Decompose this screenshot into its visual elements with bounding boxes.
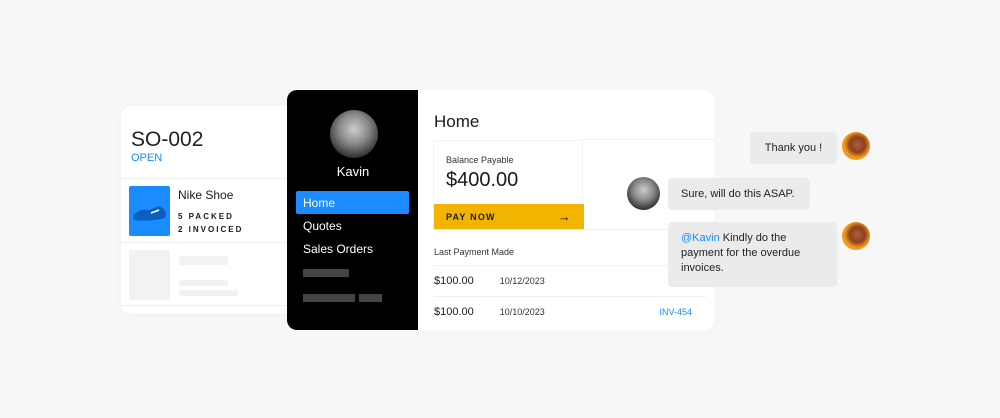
user-name: Kavin	[336, 164, 370, 179]
invoice-link[interactable]: INV-454	[659, 306, 692, 317]
divider	[121, 305, 311, 306]
mention-link[interactable]: @Kavin	[681, 232, 720, 244]
divider	[121, 178, 311, 179]
chat-message: @Kavin Kindly do the payment for the ove…	[668, 222, 837, 287]
sidebar-item-quotes[interactable]: Quotes	[303, 219, 342, 233]
avatar	[627, 177, 660, 210]
chat-message: Thank you !	[750, 132, 837, 164]
last-payment-label: Last Payment Made	[434, 247, 515, 257]
divider	[583, 139, 714, 140]
order-id: SO-002	[131, 128, 204, 151]
balance-card: Balance Payable $400.00 PAY NOW →	[433, 140, 584, 230]
placeholder-bar	[303, 294, 355, 302]
balance-value: $400.00	[446, 169, 519, 191]
placeholder-line	[179, 256, 228, 265]
divider	[121, 242, 311, 243]
pay-now-button[interactable]: PAY NOW →	[434, 204, 584, 229]
shoe-image	[129, 186, 170, 236]
placeholder-bar	[359, 294, 382, 302]
avatar	[330, 110, 378, 158]
item-name: Nike Shoe	[178, 188, 234, 202]
message-text: Kindly do the payment for the overdue in…	[681, 232, 801, 274]
placeholder-line	[179, 280, 228, 286]
table-row[interactable]: $100.00 10/10/2023 INV-454	[434, 296, 706, 326]
arrow-right-icon: →	[557, 209, 572, 224]
payment-amount: $100.00	[434, 305, 474, 318]
balance-label: Balance Payable	[446, 155, 514, 165]
sidebar: Kavin Home Quotes Sales Orders	[287, 90, 419, 330]
payment-date: 10/12/2023	[499, 275, 545, 286]
placeholder-line	[179, 290, 238, 296]
invoiced-count: 2 INVOICED	[178, 225, 244, 234]
sidebar-item-home[interactable]: Home	[296, 191, 409, 214]
placeholder-image	[129, 250, 170, 300]
avatar	[842, 222, 870, 250]
main-panel: Home Balance Payable $400.00 PAY NOW → L…	[418, 90, 714, 330]
divider	[583, 229, 714, 230]
sidebar-item-sales-orders[interactable]: Sales Orders	[303, 242, 374, 256]
page-title: Home	[434, 112, 480, 131]
pay-now-label: PAY NOW	[446, 211, 496, 222]
avatar	[842, 132, 870, 160]
status-badge: OPEN	[131, 152, 163, 164]
chat-message: Sure, will do this ASAP.	[668, 178, 810, 210]
placeholder-bar	[303, 269, 349, 277]
payment-date: 10/10/2023	[499, 306, 545, 317]
packed-count: 5 PACKED	[178, 212, 234, 221]
payment-amount: $100.00	[434, 274, 474, 287]
table-row[interactable]: $100.00 10/12/2023	[434, 265, 706, 295]
sales-order-card: SO-002 OPEN Nike Shoe 5 PACKED 2 INVOICE…	[121, 106, 311, 314]
